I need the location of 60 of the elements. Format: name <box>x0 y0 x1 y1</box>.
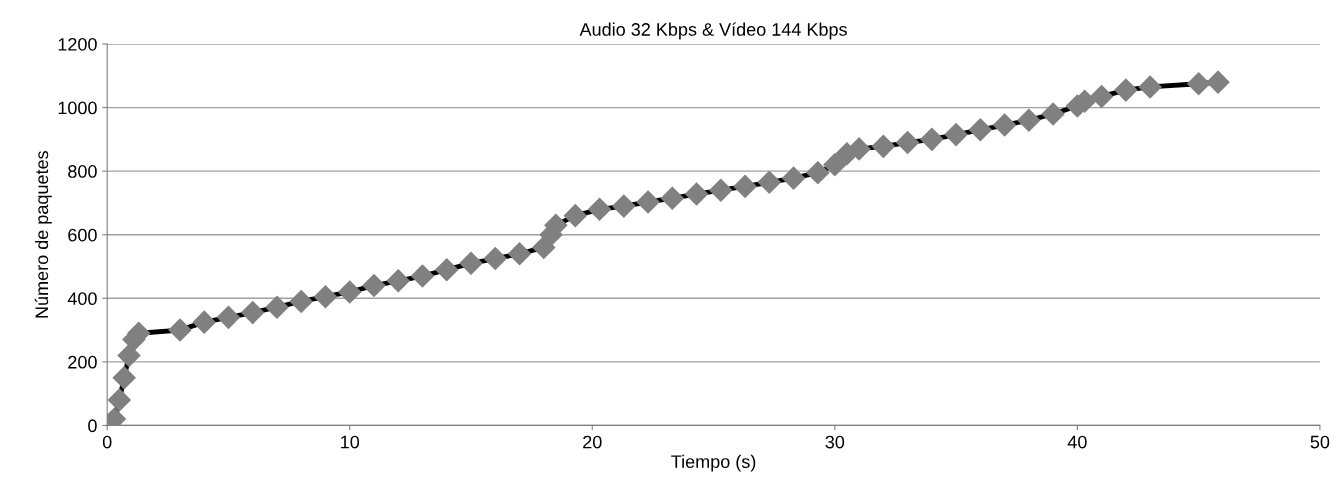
point <box>709 178 733 202</box>
y-tick-label: 200 <box>68 355 97 369</box>
point <box>782 166 806 190</box>
x-tick-label: 50 <box>1310 435 1330 449</box>
point <box>896 131 920 155</box>
point <box>733 174 757 198</box>
point <box>435 258 459 282</box>
point <box>1138 75 1162 99</box>
point <box>823 153 847 177</box>
point <box>968 118 992 142</box>
y-tick-label: 1000 <box>58 101 97 115</box>
y-axis-title: Número de paquetes <box>34 151 52 318</box>
point <box>1187 72 1211 96</box>
x-tick-label: 30 <box>825 435 845 449</box>
point <box>1017 108 1041 132</box>
point <box>1114 78 1138 102</box>
y-tick-label: 0 <box>88 419 97 433</box>
point <box>483 247 507 271</box>
point <box>1090 84 1114 108</box>
point <box>338 280 362 304</box>
point <box>508 242 532 266</box>
x-tick-label: 40 <box>1067 435 1087 449</box>
point <box>112 366 136 390</box>
point <box>265 295 289 319</box>
point <box>993 113 1017 137</box>
point <box>563 204 587 228</box>
point <box>685 182 709 206</box>
chart-title: Audio 32 Kbps & Vídeo 144 Kbps <box>579 22 847 40</box>
point <box>1206 70 1230 94</box>
point <box>459 251 483 275</box>
point <box>241 301 265 325</box>
x-tick-label: 20 <box>583 435 602 449</box>
point <box>636 190 660 214</box>
point <box>313 285 337 309</box>
point <box>117 344 141 368</box>
point <box>107 388 131 412</box>
point <box>847 137 871 161</box>
point <box>871 134 895 158</box>
point <box>386 269 410 293</box>
point <box>192 310 216 334</box>
point <box>168 318 192 342</box>
point <box>588 197 612 221</box>
point <box>1041 102 1065 126</box>
x-tick-label: 10 <box>341 435 360 449</box>
point <box>612 194 636 218</box>
point <box>216 305 240 329</box>
point <box>944 123 968 147</box>
y-tick-label: 600 <box>68 228 97 242</box>
point <box>411 264 434 288</box>
y-tick-label: 1200 <box>58 37 97 51</box>
point <box>660 186 684 210</box>
x-axis-title: Tiempo (s) <box>671 454 756 472</box>
x-tick-label: 0 <box>102 435 112 449</box>
point <box>806 161 830 185</box>
point <box>757 170 781 194</box>
point <box>362 274 386 298</box>
point <box>920 127 944 151</box>
y-tick-label: 400 <box>67 292 97 306</box>
y-tick-label: 800 <box>68 165 97 178</box>
point <box>289 289 313 313</box>
